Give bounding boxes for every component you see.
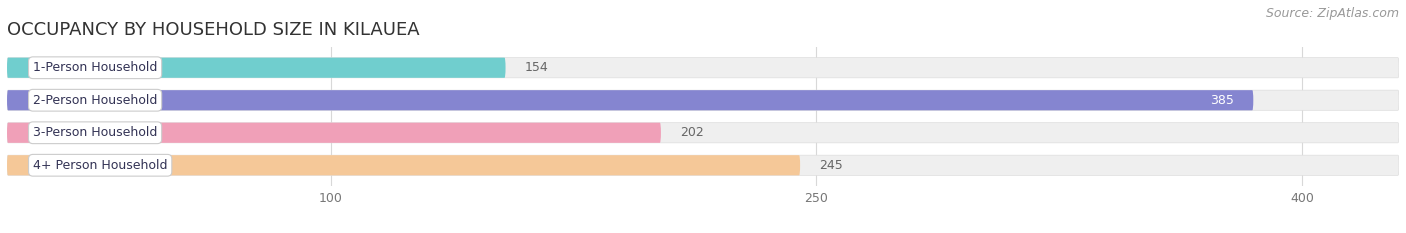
Text: 385: 385 (1211, 94, 1234, 107)
FancyBboxPatch shape (7, 123, 1399, 143)
Text: 4+ Person Household: 4+ Person Household (32, 159, 167, 172)
FancyBboxPatch shape (7, 90, 1253, 110)
Text: 3-Person Household: 3-Person Household (32, 126, 157, 139)
FancyBboxPatch shape (7, 90, 1399, 110)
FancyBboxPatch shape (7, 155, 800, 175)
Text: 2-Person Household: 2-Person Household (32, 94, 157, 107)
Text: 1-Person Household: 1-Person Household (32, 61, 157, 74)
FancyBboxPatch shape (7, 58, 1399, 78)
Text: 202: 202 (681, 126, 704, 139)
Text: OCCUPANCY BY HOUSEHOLD SIZE IN KILAUEA: OCCUPANCY BY HOUSEHOLD SIZE IN KILAUEA (7, 21, 419, 39)
Text: 154: 154 (524, 61, 548, 74)
Text: Source: ZipAtlas.com: Source: ZipAtlas.com (1265, 7, 1399, 20)
Text: 245: 245 (820, 159, 844, 172)
FancyBboxPatch shape (7, 58, 506, 78)
FancyBboxPatch shape (7, 155, 1399, 175)
FancyBboxPatch shape (7, 123, 661, 143)
